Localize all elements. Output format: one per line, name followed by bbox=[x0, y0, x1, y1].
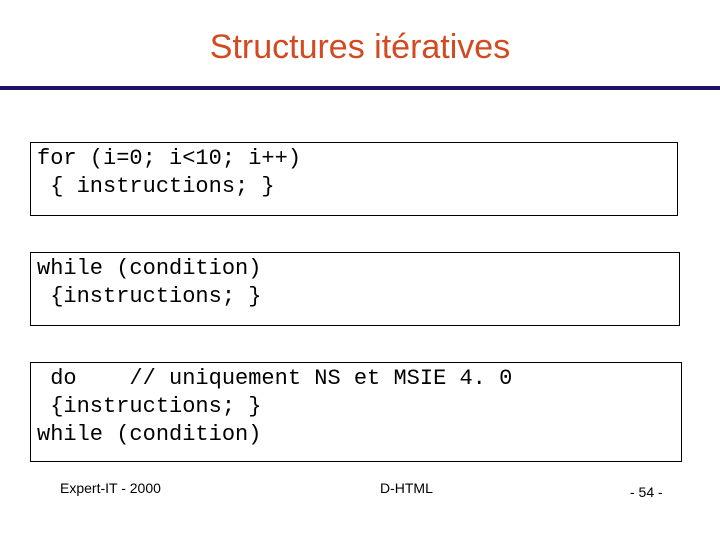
slide: Structures itératives for (i=0; i<10; i+… bbox=[0, 0, 720, 540]
horizontal-rule bbox=[0, 86, 720, 90]
code-box-for: for (i=0; i<10; i++) { instructions; } bbox=[30, 142, 678, 216]
footer-left: Expert-IT - 2000 bbox=[60, 480, 161, 496]
footer-center: D-HTML bbox=[380, 480, 433, 496]
slide-title: Structures itératives bbox=[0, 28, 720, 67]
footer-right: - 54 - bbox=[630, 484, 663, 500]
code-box-while: while (condition) {instructions; } bbox=[30, 252, 680, 326]
code-box-do-while: do // uniquement NS et MSIE 4. 0 {instru… bbox=[30, 362, 682, 462]
